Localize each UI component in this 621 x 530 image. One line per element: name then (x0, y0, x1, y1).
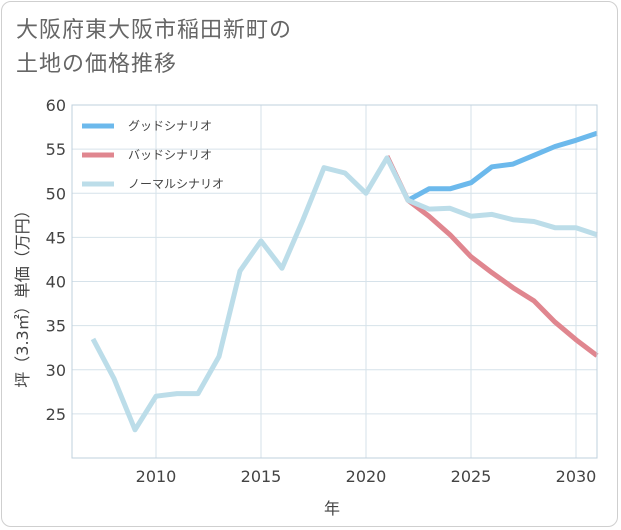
legend-label: バッドシナリオ (128, 148, 212, 162)
x-tick-label: 2015 (241, 467, 282, 486)
y-axis-label: 坪（3.3㎡）単価（万円） (13, 202, 32, 387)
series-line-1 (384, 155, 599, 358)
y-tick-label: 30 (46, 361, 66, 380)
y-tick-label: 50 (46, 184, 66, 203)
y-tick-label: 40 (46, 273, 66, 292)
legend-label: グッドシナリオ (128, 119, 212, 133)
tick-labels: 25 30 35 40 45 50 55 60 2010 2015 2020 2025 2030 (46, 96, 597, 486)
series-lines (90, 130, 599, 433)
chart-title: 大阪府東大阪市稲田新町の 土地の価格推移 (16, 14, 292, 82)
series-line-2 (90, 155, 598, 433)
x-tick-label: 2030 (556, 467, 597, 486)
chart-title-line-2: 土地の価格推移 (16, 52, 178, 77)
x-tick-label: 2010 (136, 467, 177, 486)
plot-border (71, 104, 598, 459)
series-line-0 (406, 130, 598, 203)
y-tick-label: 25 (46, 405, 66, 424)
y-tick-label: 45 (46, 228, 66, 247)
chart-title-line-1: 大阪府東大阪市稲田新町の (16, 18, 293, 43)
y-tick-label: 55 (46, 140, 66, 159)
x-tick-label: 2020 (346, 467, 387, 486)
grid-lines (72, 104, 597, 458)
x-axis-label: 年 (324, 499, 340, 518)
y-tick-label: 60 (46, 96, 66, 115)
x-tick-label: 2025 (451, 467, 492, 486)
legend-label: ノーマルシナリオ (128, 177, 224, 191)
y-tick-label: 35 (46, 317, 66, 336)
